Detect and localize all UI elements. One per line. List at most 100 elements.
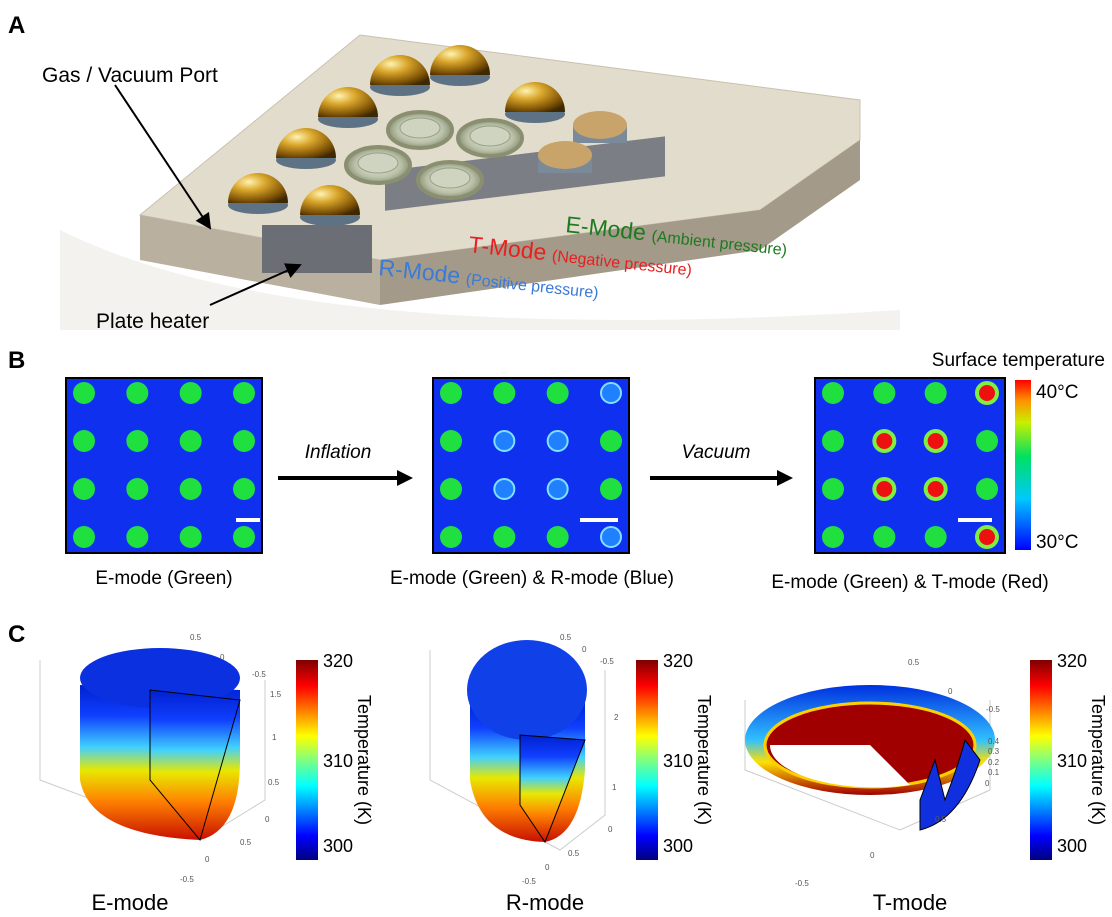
axis-tick-label: 0	[608, 825, 613, 834]
colorbar-title: Temperature (K)	[694, 695, 714, 825]
colorbar-tick-label: 300	[663, 836, 693, 856]
axis-tick-label: 0.5	[908, 658, 920, 667]
spot	[440, 526, 462, 548]
spot	[73, 430, 95, 452]
panel-label: C	[8, 621, 25, 648]
caption: T-mode	[873, 890, 948, 915]
spot	[180, 430, 202, 452]
caption: E-mode (Green)	[95, 568, 232, 589]
spot	[873, 382, 895, 404]
spot	[601, 527, 621, 547]
axis-tick-label: 1	[612, 783, 617, 792]
thermal-image	[433, 378, 629, 553]
spot	[493, 526, 515, 548]
colorbar-label: 30°C	[1036, 532, 1078, 553]
spot	[494, 479, 514, 499]
spot	[180, 382, 202, 404]
axis-tick-label: -0.5	[522, 877, 536, 886]
spot	[548, 431, 568, 451]
colorbar-title: Temperature (K)	[354, 695, 374, 825]
axis-tick-label: 0.1	[988, 768, 1000, 777]
axis-tick-label: -0.5	[795, 879, 809, 888]
caption: E-mode (Green) & R-mode (Blue)	[390, 568, 674, 589]
cup-inner	[470, 126, 510, 146]
axis-tick-label: 0.4	[988, 737, 1000, 746]
axis-tick-label: 0.3	[988, 747, 1000, 756]
arrow-label: Inflation	[305, 442, 372, 463]
cavity	[262, 225, 372, 273]
colorbar-tick-label: 300	[323, 836, 353, 856]
panel-b-images	[66, 378, 1005, 553]
cup-inner	[400, 118, 440, 138]
colorbar-tick-label: 310	[323, 751, 353, 771]
spot-core	[876, 481, 892, 497]
spot-core	[979, 529, 995, 545]
spot	[600, 430, 622, 452]
spot	[548, 479, 568, 499]
spot	[440, 430, 462, 452]
thermal-image	[815, 378, 1005, 553]
spot	[873, 526, 895, 548]
spot	[126, 478, 148, 500]
axis-tick-label: 0.5	[568, 849, 580, 858]
spot	[822, 478, 844, 500]
axis-tick-label: 0.5	[935, 815, 947, 824]
spot	[73, 382, 95, 404]
colorbar-title: Temperature (K)	[1088, 695, 1108, 825]
spot	[233, 382, 255, 404]
colorbar-label: 40°C	[1036, 382, 1078, 403]
colorbar-tick-label: 300	[1057, 836, 1087, 856]
spot	[493, 382, 515, 404]
colorbar	[636, 660, 658, 860]
spot	[126, 382, 148, 404]
spot	[233, 478, 255, 500]
spot	[180, 478, 202, 500]
caption: E-mode (Green) & T-mode (Red)	[771, 572, 1048, 593]
axis-tick-label: 2	[614, 713, 619, 722]
axis-tick-label: 0.5	[190, 633, 202, 642]
axis-tick-label: 0	[220, 653, 225, 662]
spot	[126, 526, 148, 548]
spot-core	[928, 433, 944, 449]
spot	[925, 526, 947, 548]
spot-core	[876, 433, 892, 449]
sponge	[538, 141, 592, 169]
scale-bar	[958, 518, 992, 522]
spot	[976, 478, 998, 500]
spot	[233, 430, 255, 452]
axis-tick-label: 0.5	[560, 633, 572, 642]
colorbar-tick-label: 310	[663, 751, 693, 771]
spot-core	[928, 481, 944, 497]
axis-tick-label: 0	[870, 851, 875, 860]
colorbar	[296, 660, 318, 860]
sim-top	[467, 640, 587, 740]
colorbar	[1015, 380, 1031, 550]
axis-tick-label: -0.5	[600, 657, 614, 666]
spot	[600, 478, 622, 500]
figure: A Gas / Vacuum Port Plate heater E-Mode(…	[0, 0, 1112, 917]
spot	[233, 526, 255, 548]
axis-tick-label: 0	[948, 687, 953, 696]
axis-tick-label: -0.5	[986, 705, 1000, 714]
scale-bar	[236, 518, 260, 522]
spot	[440, 382, 462, 404]
spot	[547, 526, 569, 548]
cup-inner	[358, 153, 398, 173]
colorbar-tick-label: 320	[323, 651, 353, 671]
scale-bar	[580, 518, 618, 522]
axis-tick-label: 0	[985, 779, 990, 788]
caption: E-mode	[91, 890, 168, 915]
thermal-image	[66, 378, 262, 553]
cup-inner	[430, 168, 470, 188]
sponge	[573, 111, 627, 139]
spot	[601, 383, 621, 403]
axis-tick-label: -0.5	[252, 670, 266, 679]
spot-core	[979, 385, 995, 401]
spot	[440, 478, 462, 500]
colorbar-tick-label: 310	[1057, 751, 1087, 771]
axis-tick-label: 0	[545, 863, 550, 872]
colorbar-title: Surface temperature	[932, 350, 1105, 371]
panel-label: B	[8, 347, 25, 374]
spot	[822, 430, 844, 452]
